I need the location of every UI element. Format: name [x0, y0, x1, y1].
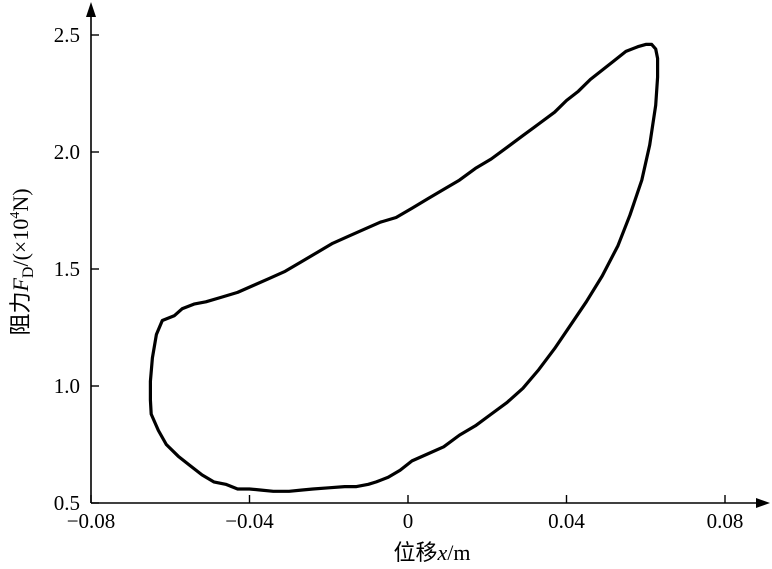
x-axis-title-unit: /m [447, 540, 470, 565]
x-tick-label: −0.04 [225, 509, 274, 533]
plot-area [148, 42, 660, 493]
x-axis-arrow [756, 498, 770, 508]
x-axis-title: 位移x/m [393, 540, 470, 565]
hysteresis-loop-series [148, 42, 660, 493]
x-axis-title-prefix: 位移 [393, 540, 437, 565]
y-tick-label: 2.5 [54, 23, 80, 47]
y-axis-title-unit-pre: /(×10 [8, 219, 33, 267]
tick-labels: −0.08 −0.04 0 0.04 0.08 0.5 1.0 1.5 2.0 2.5 [54, 23, 744, 533]
x-tick-label: 0.08 [707, 509, 744, 533]
y-axis-title-exp: 4 [8, 212, 23, 219]
y-axis-title-prefix: 阻力 [8, 292, 33, 336]
x-axis-title-var: x [437, 540, 448, 565]
y-axis-arrow [86, 2, 96, 17]
y-tick-label: 2.0 [54, 140, 80, 164]
y-tick-label: 1.0 [54, 374, 80, 398]
ticks [90, 34, 726, 504]
x-tick-label: 0 [403, 509, 414, 533]
axes [86, 2, 770, 508]
y-tick-label: 1.5 [54, 257, 80, 281]
y-axis-title-var: F [8, 278, 33, 293]
y-axis-title: 阻力FD/(×104N) [8, 188, 37, 335]
y-tick-label: 0.5 [54, 491, 80, 515]
x-tick-label: −0.08 [67, 509, 116, 533]
y-axis-title-sub: D [20, 267, 37, 279]
x-tick-label: 0.04 [548, 509, 585, 533]
y-axis-title-unit-post: N) [8, 188, 33, 211]
